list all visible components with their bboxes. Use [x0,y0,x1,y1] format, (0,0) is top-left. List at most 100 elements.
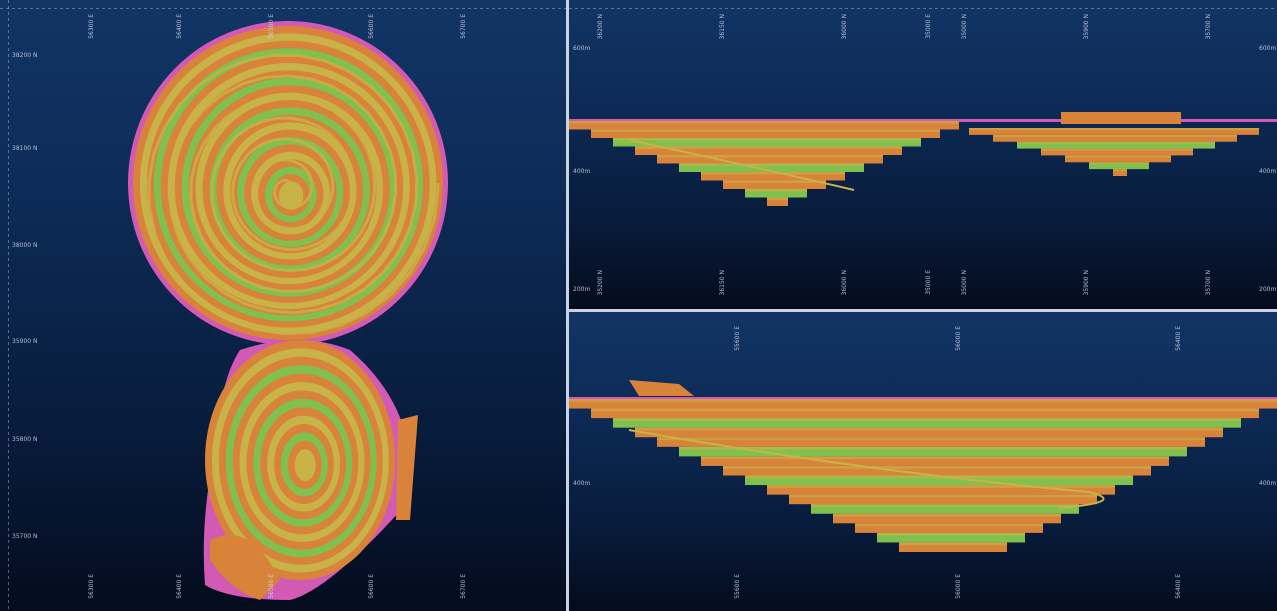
plan-edge-tick [8,108,9,111]
plan-edge-tick [384,8,387,9]
section-axis-label: 56400 E [1175,574,1182,599]
section-edge-tick [1025,8,1028,9]
section-edge-tick [1073,8,1076,9]
section-edge-tick [803,8,806,9]
plan-edge-tick [210,8,213,9]
plan-edge-tick [8,150,9,153]
left-pit-bench [635,146,902,155]
plan-view-panel[interactable]: 38200 N 38100 N 38000 N 35900 N 35800 N 35700… [0,0,566,611]
plan-edge-tick [8,234,9,237]
section-edge-tick [755,8,758,9]
plan-edge-tick [8,312,9,315]
section-edge-tick [887,8,890,9]
section-edge-tick [791,8,794,9]
section-edge-tick [875,8,878,9]
elevation-label: 400m [573,480,591,487]
section-edge-tick [653,8,656,9]
section-edge-tick [1109,8,1112,9]
section-edge-tick [1085,8,1088,9]
plan-edge-tick [330,8,333,9]
section-edge-tick [635,8,638,9]
plan-edge-tick [8,492,9,495]
topo-surface-line [569,397,1277,400]
left-pit-bench [745,189,807,198]
plan-edge-tick [126,8,129,9]
section-axis-label: 36000 N [841,14,848,40]
section-edge-tick [1139,8,1142,9]
plan-edge-tick [24,8,27,9]
plan-edge-tick [132,8,135,9]
section-edge-tick [1151,8,1154,9]
right-pit-bench [1089,162,1149,170]
plan-edge-tick [312,8,315,9]
ramp-trace [628,139,855,191]
plan-edge-tick [540,8,543,9]
plan-edge-tick [414,8,417,9]
plan-edge-tick [504,8,507,9]
section-edge-tick [1259,8,1262,9]
plan-edge-tick [8,522,9,525]
section-edge-tick [569,8,572,9]
plan-edge-tick [8,126,9,129]
plan-edge-tick [78,8,81,9]
plan-easting-label: 56500 E [268,14,275,39]
pit-bench-highlight [569,399,1277,402]
section-edge-tick [1193,8,1196,9]
plan-edge-tick [264,8,267,9]
plan-edge-tick [8,564,9,567]
pit-bench [613,418,1241,428]
section-edge-tick [845,8,848,9]
section-edge-tick [1163,8,1166,9]
plan-edge-tick [8,588,9,591]
section-edge-tick [1055,8,1058,9]
left-pit-bench [723,180,826,189]
left-pit-bench [679,163,864,172]
section-edge-tick [1043,8,1046,9]
plan-view-pit-model [0,0,566,609]
section-edge-tick [587,8,590,9]
plan-edge-tick [8,48,9,51]
pit-bench-highlight [723,465,1151,469]
plan-easting-label: 56400 E [176,574,183,599]
plan-edge-tick [8,54,9,57]
section-edge-tick [947,8,950,9]
plan-edge-tick [342,8,345,9]
left-pit-bench-highlight [635,146,902,150]
upper-pit-ramp [147,53,440,336]
section-edge-tick [821,8,824,9]
section-edge-tick [617,8,620,9]
vertical-divider[interactable] [566,0,569,611]
plan-edge-tick [8,468,9,471]
plan-edge-tick [162,8,165,9]
left-pit-bench-highlight [569,121,959,124]
plan-edge-tick [198,8,201,9]
pit-bench [833,513,1061,524]
plan-edge-tick [204,8,207,9]
plan-edge-tick [180,8,183,9]
plan-edge-tick [8,372,9,375]
plan-edge-tick [456,8,459,9]
plan-edge-tick [8,282,9,285]
plan-edge-tick [8,30,9,33]
plan-edge-tick [216,8,219,9]
pit-bench-highlight [701,456,1169,460]
plan-edge-tick [72,8,75,9]
section-axis-label: 35700 N [1205,270,1212,296]
upper-pit-bench [278,181,304,210]
section-edge-tick [599,8,602,9]
plan-edge-tick [8,600,9,603]
left-pit-bench [613,138,921,147]
plan-edge-tick [30,8,33,9]
section-edge-tick [683,8,686,9]
plan-easting-label: 56700 E [460,574,467,599]
plan-edge-tick [60,8,63,9]
horizontal-divider[interactable] [569,309,1277,312]
plan-edge-tick [8,534,9,537]
plan-edge-tick [8,210,9,213]
section-edge-tick [677,8,680,9]
elevation-label: 400m [573,168,591,175]
section-edge-tick [671,8,674,9]
elevation-label: 400m [1259,168,1277,175]
